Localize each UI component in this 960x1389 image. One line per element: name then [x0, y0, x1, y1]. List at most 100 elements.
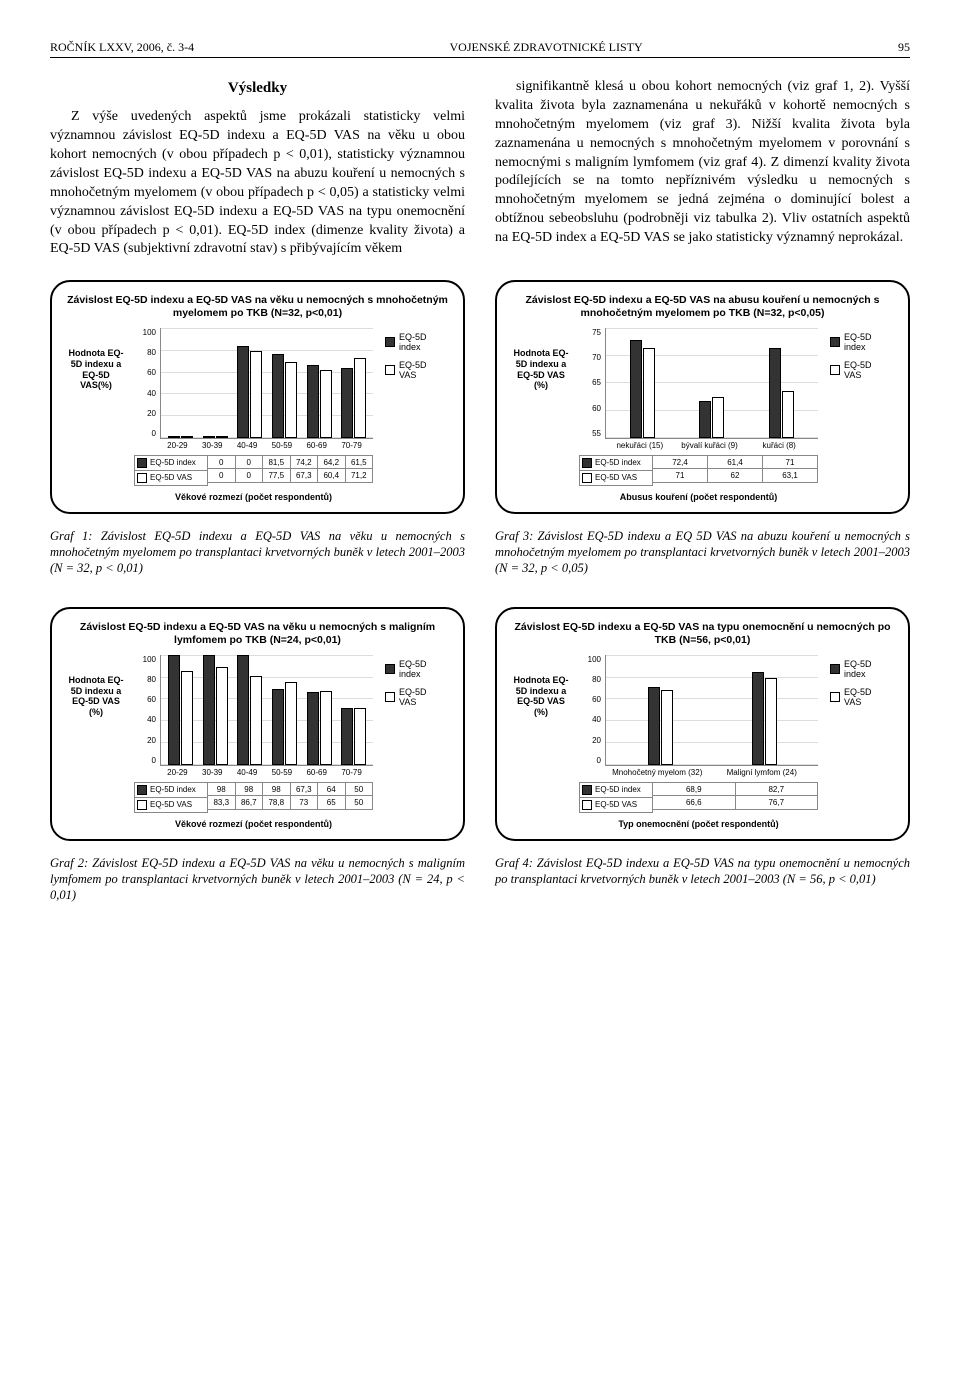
xlabel: Mnohočetný myelom (32) — [605, 769, 710, 778]
xlabel: 70-79 — [334, 769, 369, 778]
xlabel: 60-69 — [299, 442, 334, 451]
bar-group — [234, 328, 265, 438]
legend-text-index: EQ-5D index — [844, 659, 890, 679]
bar-group — [304, 655, 335, 765]
legend-swatch-vas-icon — [137, 800, 147, 810]
legend-swatch-index-icon — [830, 664, 840, 674]
legend-box: EQ-5D index EQ-5D VAS — [826, 655, 894, 719]
yaxis-label: Hodnota EQ-5D indexu a EQ-5D VAS (%) — [511, 328, 571, 391]
legend-swatch-index-icon — [137, 785, 147, 795]
bar-group — [200, 655, 231, 765]
xlabel: 70-79 — [334, 442, 369, 451]
legend-box: EQ-5D indexEQ-5D VAS — [381, 655, 449, 719]
bar-eq5d-index — [752, 672, 764, 765]
plot-area — [605, 655, 818, 766]
bar-group — [304, 328, 335, 438]
bar-eq5d-vas — [250, 351, 262, 438]
legend-label-index: EQ-5D index — [595, 458, 641, 467]
bar-eq5d-index — [699, 401, 711, 438]
chart-inner: Hodnota EQ-5D indexu a EQ-5D VAS(%)02040… — [66, 328, 449, 502]
legend-swatch-index-icon — [830, 337, 840, 347]
chart-row-1: Závislost EQ-5D indexu a EQ-5D VAS na vě… — [50, 280, 910, 514]
caption-graf-1: Graf 1: Závislost EQ-5D indexu a EQ-5D V… — [50, 528, 465, 577]
bar-eq5d-vas — [250, 676, 262, 765]
bar-eq5d-vas — [216, 436, 228, 438]
data-table: EQ-5D indexEQ-5D VAS68,982,766,676,7 — [579, 782, 818, 813]
legend-text-index: EQ-5D index — [399, 332, 445, 352]
legend-label-vas: EQ-5D VAS — [595, 473, 637, 482]
legend-label-index: EQ-5D index — [595, 785, 641, 794]
legend-label-vas: EQ-5D VAS — [150, 473, 192, 482]
ytick-col: 020406080100 — [134, 328, 160, 438]
chart-title: Závislost EQ-5D indexu a EQ-5D VAS na ab… — [511, 294, 894, 320]
bar-eq5d-index — [237, 346, 249, 438]
legend-text-vas: EQ-5D VAS — [844, 687, 890, 707]
bar-eq5d-index — [307, 365, 319, 438]
chart-2: Závislost EQ-5D indexu a EQ-5D VAS na vě… — [50, 607, 465, 841]
legend-swatch-index-icon — [582, 458, 592, 468]
bar-eq5d-vas — [765, 678, 777, 764]
legend-text-vas: EQ-5D VAS — [399, 687, 445, 707]
bar-group — [269, 328, 300, 438]
legend-swatch-index-icon — [137, 458, 147, 468]
bar-eq5d-vas — [320, 691, 332, 765]
bar-eq5d-vas — [181, 671, 193, 765]
data-table: EQ-5D indexEQ-5D VAS72,461,471716263,1 — [579, 455, 818, 486]
chart-1: Závislost EQ-5D indexu a EQ-5D VAS na vě… — [50, 280, 465, 514]
legend-swatch-vas-icon — [385, 692, 395, 702]
xlabel: 50-59 — [264, 769, 299, 778]
xlabel: 40-49 — [230, 442, 265, 451]
bar-eq5d-vas — [643, 348, 655, 438]
bar-eq5d-index — [341, 368, 353, 438]
legend-text-vas: EQ-5D VAS — [844, 360, 890, 380]
chart-inner: Hodnota EQ-5D indexu a EQ-5D VAS (%)0204… — [66, 655, 449, 829]
bar-eq5d-vas — [285, 362, 297, 438]
body-paragraph-right: signifikantně klesá u obou kohort nemocn… — [495, 78, 910, 248]
chart-row-2: Závislost EQ-5D indexu a EQ-5D VAS na vě… — [50, 607, 910, 841]
xlabel: 30-39 — [195, 769, 230, 778]
yaxis-label: Hodnota EQ-5D indexu a EQ-5D VAS (%) — [66, 655, 126, 718]
legend-text-index: EQ-5D index — [844, 332, 890, 352]
xlabel: 60-69 — [299, 769, 334, 778]
legend-label-index: EQ-5D index — [150, 458, 196, 467]
xlabel: Maligní lymfom (24) — [710, 769, 815, 778]
ytick-col: 5560657075 — [579, 328, 605, 438]
bar-eq5d-vas — [354, 708, 366, 765]
data-table: EQ-5D indexEQ-5D VAS0081,574,264,261,500… — [134, 455, 373, 486]
legend-text-vas: EQ-5D VAS — [399, 360, 445, 380]
xlabels: 20-2930-3940-4950-5960-6970-79 — [156, 769, 373, 778]
legend-box: EQ-5D index EQ-5D VAS — [826, 328, 894, 392]
bar-eq5d-index — [648, 687, 660, 765]
legend-swatch-index-icon — [582, 785, 592, 795]
bar-eq5d-index — [203, 436, 215, 438]
xlabel: 40-49 — [230, 769, 265, 778]
chart-inner: Hodnota EQ-5D indexu a EQ-5D VAS (%)0204… — [511, 655, 894, 829]
chart-title: Závislost EQ-5D indexu a EQ-5D VAS na ty… — [511, 621, 894, 647]
legend-swatch-vas-icon — [830, 692, 840, 702]
legend-label-vas: EQ-5D VAS — [150, 800, 192, 809]
bar-eq5d-index — [307, 692, 319, 764]
plot-wrap: 02040608010020-2930-3940-4950-5960-6970-… — [134, 328, 373, 502]
bar-eq5d-vas — [285, 682, 297, 764]
caption-graf-3: Graf 3: Závislost EQ-5D indexu a EQ 5D V… — [495, 528, 910, 577]
caption-graf-2: Graf 2: Závislost EQ-5D indexu a EQ-5D V… — [50, 855, 465, 904]
xlabel: nekuřáci (15) — [605, 442, 675, 451]
xaxis-label: Typ onemocnění (počet respondentů) — [579, 819, 818, 829]
bar-group — [234, 655, 265, 765]
bar-group — [338, 655, 369, 765]
yaxis-label: Hodnota EQ-5D indexu a EQ-5D VAS (%) — [511, 655, 571, 718]
xlabels: nekuřáci (15)bývalí kuřáci (9)kuřáci (8) — [601, 442, 818, 451]
bar-eq5d-vas — [181, 436, 193, 438]
running-header: ROČNÍK LXXV, 2006, č. 3-4 VOJENSKÉ ZDRAV… — [50, 40, 910, 55]
legend-swatch-vas-icon — [830, 365, 840, 375]
bar-group — [165, 655, 196, 765]
bar-group — [610, 655, 710, 765]
plot-wrap: 02040608010020-2930-3940-4950-5960-6970-… — [134, 655, 373, 829]
bar-group — [200, 328, 231, 438]
bar-eq5d-vas — [782, 391, 794, 438]
plot-wrap: 5560657075 nekuřáci (15)bývalí kuřáci (9)… — [579, 328, 818, 502]
xlabel: 20-29 — [160, 769, 195, 778]
plot-area — [160, 328, 373, 439]
legend-label-vas: EQ-5D VAS — [595, 800, 637, 809]
bar-eq5d-index — [769, 348, 781, 438]
